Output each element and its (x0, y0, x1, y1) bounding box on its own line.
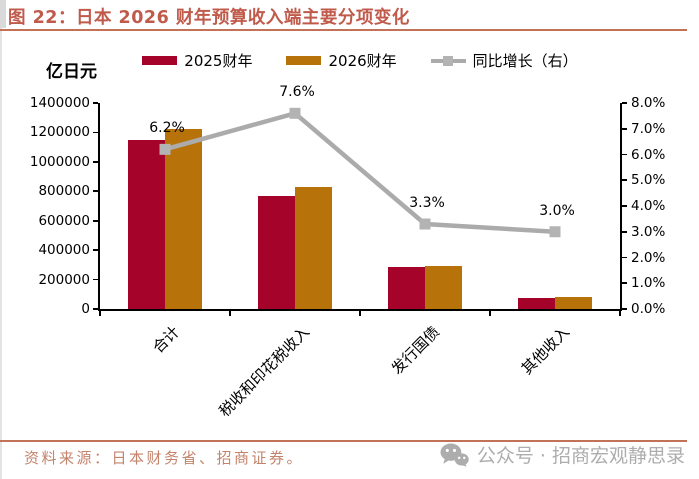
right-axis-tick (621, 308, 628, 310)
legend-label: 2025财年 (184, 52, 253, 70)
category-label-其他收入: 其他收入 (517, 322, 574, 378)
category-label-税收和印花税收入: 税收和印花税收入 (215, 322, 314, 421)
footer-brand-text: 公众号 · 招商宏观静思录 (476, 445, 685, 467)
right-axis-tick (621, 230, 628, 233)
bar-2025财年-合计 (128, 139, 165, 309)
bar-2025财年-发行国债 (388, 267, 425, 309)
right-axis-tick-label: 5.0% (631, 172, 666, 189)
right-axis-tick (621, 282, 628, 285)
left-axis-tick (92, 278, 99, 281)
line-point-label: 6.2% (149, 120, 185, 137)
bar-2026财年-合计 (165, 129, 202, 309)
line-point-label: 3.0% (539, 202, 575, 219)
x-axis-tick (99, 310, 101, 317)
left-axis-tick (92, 131, 99, 134)
left-axis-tick-label: 0 (81, 301, 90, 317)
x-axis (98, 309, 622, 311)
left-axis-tick (92, 102, 99, 104)
right-axis-tick (621, 153, 628, 156)
legend-label: 2026财年 (328, 52, 397, 70)
left-axis-tick (92, 219, 99, 222)
line-point-label: 7.6% (279, 84, 315, 101)
right-axis-tick-label: 2.0% (631, 249, 666, 266)
right-axis-tick (621, 205, 628, 207)
bar-2025财年-税收和印花税收入 (258, 195, 295, 309)
x-axis-tick (229, 310, 231, 317)
right-axis-tick (621, 102, 628, 104)
figure-title: 图 22：日本 2026 财年预算收入端主要分项变化 (8, 8, 410, 28)
y-axis-right (620, 103, 622, 311)
axis-unit-label: 亿日元 (46, 62, 97, 82)
wechat-icon (440, 443, 469, 467)
x-axis-tick (619, 310, 621, 317)
legend-item-2026财年: 2026财年 (286, 50, 397, 71)
source-note: 资料来源：日本财务省、招商证券。 (24, 449, 305, 467)
right-axis-tick-label: 4.0% (631, 198, 666, 214)
right-axis-tick (621, 179, 628, 182)
title-underline (0, 29, 687, 31)
left-axis-tick-label: 200000 (38, 271, 90, 288)
left-axis-tick-label: 1400000 (29, 95, 90, 111)
right-axis-tick-label: 3.0% (631, 223, 666, 240)
line-marker (289, 107, 301, 119)
line-marker (549, 226, 561, 238)
legend-line-marker (430, 55, 466, 67)
line-marker (419, 218, 431, 230)
bar-2026财年-发行国债 (425, 265, 462, 309)
right-axis-tick-label: 0.0% (631, 301, 666, 317)
category-label-发行国债: 发行国债 (387, 322, 444, 378)
bar-2026财年-其他收入 (555, 297, 592, 309)
left-axis-tick-label: 1200000 (29, 124, 90, 141)
left-axis-tick-label: 600000 (38, 212, 90, 229)
category-label-合计: 合计 (149, 322, 184, 357)
right-axis-tick-label: 1.0% (631, 275, 666, 292)
bar-2025财年-其他收入 (518, 297, 555, 309)
right-axis-tick-label: 7.0% (631, 120, 666, 137)
left-axis-tick (92, 308, 99, 310)
legend-swatch (142, 56, 178, 65)
line-point-label: 3.3% (409, 195, 445, 212)
right-axis-tick (621, 127, 628, 130)
right-axis-tick-label: 8.0% (631, 95, 666, 111)
left-axis-tick (92, 160, 99, 163)
x-axis-tick (359, 310, 361, 317)
footer-brand: 公众号 · 招商宏观静思录 (440, 441, 685, 468)
left-axis-tick-label: 400000 (38, 242, 90, 259)
page-edge-strip (0, 0, 2, 479)
legend-swatch (286, 56, 322, 65)
right-axis-tick-label: 6.0% (631, 146, 666, 163)
left-axis-tick (92, 190, 99, 193)
y-axis-left (98, 103, 100, 311)
growth-line (164, 110, 556, 234)
footer-rule (0, 440, 687, 442)
left-axis-tick-label: 1000000 (29, 153, 90, 170)
chart-legend: 2025财年 2026财年 同比增长（右） (100, 50, 620, 71)
left-axis-tick-label: 800000 (38, 183, 90, 200)
bar-2026财年-税收和印花税收入 (295, 187, 332, 309)
left-axis-tick (92, 249, 99, 252)
x-axis-tick (489, 310, 491, 317)
legend-item-2025财年: 2025财年 (142, 50, 252, 71)
legend-item-同比增长（右）: 同比增长（右） (430, 50, 578, 71)
right-axis-tick (621, 256, 628, 259)
legend-label: 同比增长（右） (472, 52, 578, 70)
page-corner-artifact (0, 0, 6, 28)
